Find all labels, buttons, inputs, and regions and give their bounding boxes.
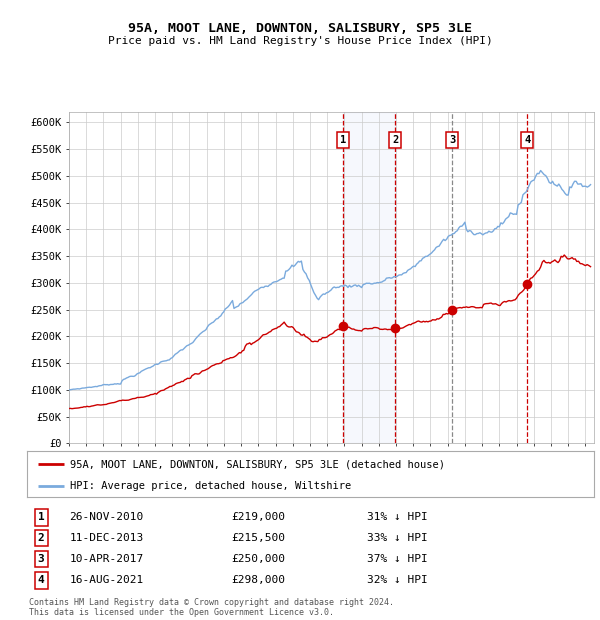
Text: This data is licensed under the Open Government Licence v3.0.: This data is licensed under the Open Gov… — [29, 608, 334, 617]
Text: 95A, MOOT LANE, DOWNTON, SALISBURY, SP5 3LE (detached house): 95A, MOOT LANE, DOWNTON, SALISBURY, SP5 … — [70, 459, 445, 469]
Text: 16-AUG-2021: 16-AUG-2021 — [70, 575, 144, 585]
Text: 33% ↓ HPI: 33% ↓ HPI — [367, 533, 428, 543]
Text: 11-DEC-2013: 11-DEC-2013 — [70, 533, 144, 543]
Text: 3: 3 — [38, 554, 44, 564]
Text: 1: 1 — [340, 135, 346, 145]
Text: 10-APR-2017: 10-APR-2017 — [70, 554, 144, 564]
Text: 3: 3 — [449, 135, 455, 145]
Text: 95A, MOOT LANE, DOWNTON, SALISBURY, SP5 3LE: 95A, MOOT LANE, DOWNTON, SALISBURY, SP5 … — [128, 22, 472, 35]
Text: 4: 4 — [38, 575, 44, 585]
Text: 4: 4 — [524, 135, 530, 145]
Text: 26-NOV-2010: 26-NOV-2010 — [70, 513, 144, 523]
Text: 31% ↓ HPI: 31% ↓ HPI — [367, 513, 428, 523]
Text: 2: 2 — [392, 135, 398, 145]
Bar — [343, 112, 395, 443]
Text: HPI: Average price, detached house, Wiltshire: HPI: Average price, detached house, Wilt… — [70, 480, 351, 491]
Text: 32% ↓ HPI: 32% ↓ HPI — [367, 575, 428, 585]
Text: £215,500: £215,500 — [231, 533, 285, 543]
Text: 37% ↓ HPI: 37% ↓ HPI — [367, 554, 428, 564]
Text: 1: 1 — [38, 513, 44, 523]
Text: £298,000: £298,000 — [231, 575, 285, 585]
Text: £219,000: £219,000 — [231, 513, 285, 523]
Text: Price paid vs. HM Land Registry's House Price Index (HPI): Price paid vs. HM Land Registry's House … — [107, 36, 493, 46]
Text: 2: 2 — [38, 533, 44, 543]
Text: £250,000: £250,000 — [231, 554, 285, 564]
Text: Contains HM Land Registry data © Crown copyright and database right 2024.: Contains HM Land Registry data © Crown c… — [29, 598, 394, 607]
